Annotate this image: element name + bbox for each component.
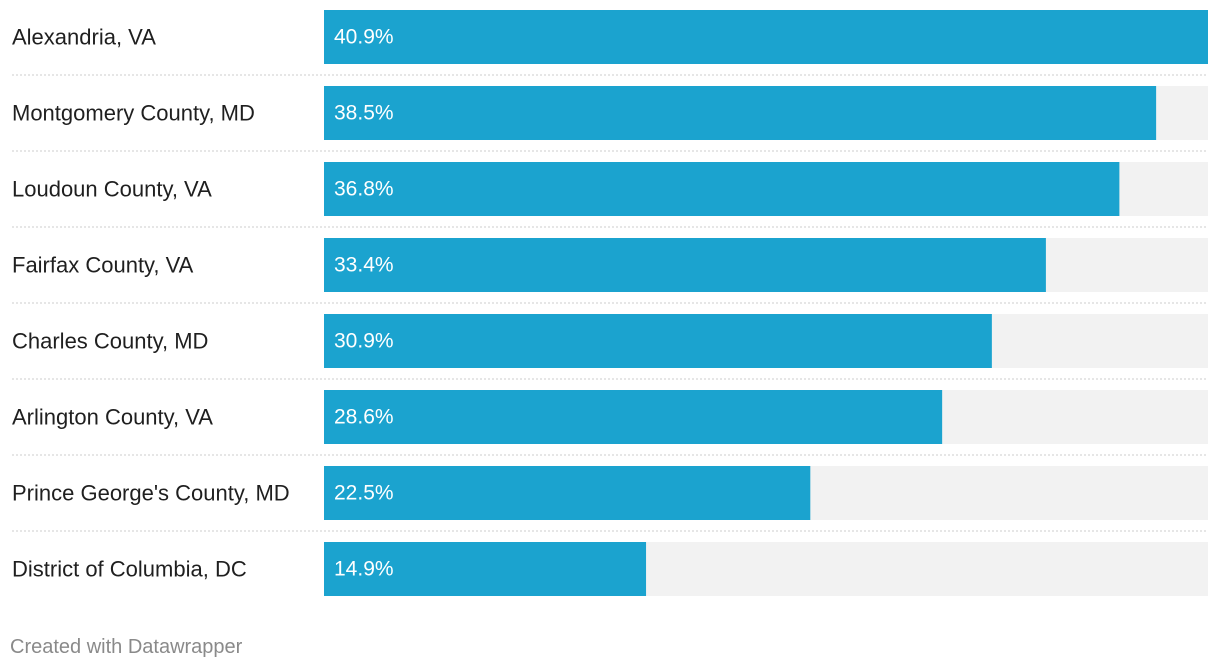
bar-row: Fairfax County, VA 33.4% — [12, 238, 1208, 304]
value-label: 22.5% — [334, 482, 394, 505]
bar-row: Loudoun County, VA 36.8% — [12, 162, 1208, 228]
value-label: 38.5% — [334, 102, 394, 125]
category-label: District of Columbia, DC — [12, 557, 247, 582]
category-label: Arlington County, VA — [12, 405, 213, 430]
bar — [324, 10, 1208, 64]
category-label: Fairfax County, VA — [12, 253, 194, 278]
category-label: Montgomery County, MD — [12, 101, 255, 126]
bar — [324, 162, 1120, 216]
value-label: 14.9% — [334, 558, 394, 581]
bar-row: Charles County, MD 30.9% — [12, 314, 1208, 380]
bar-row: Prince George's County, MD 22.5% — [12, 466, 1208, 532]
category-label: Alexandria, VA — [12, 25, 156, 50]
value-label: 40.9% — [334, 26, 394, 49]
value-label: 36.8% — [334, 178, 394, 201]
bar-row: Alexandria, VA 40.9% — [12, 10, 1208, 76]
category-label: Charles County, MD — [12, 329, 208, 354]
bar — [324, 86, 1157, 140]
category-label: Loudoun County, VA — [12, 177, 212, 202]
value-label: 28.6% — [334, 406, 394, 429]
bar-row: Arlington County, VA 28.6% — [12, 390, 1208, 456]
value-label: 30.9% — [334, 330, 394, 353]
bar — [324, 314, 992, 368]
bar-row: Montgomery County, MD 38.5% — [12, 86, 1208, 152]
bar — [324, 466, 811, 520]
bar — [324, 390, 943, 444]
bar-row: District of Columbia, DC 14.9% — [12, 542, 1208, 596]
bar-chart: Alexandria, VA 40.9% Montgomery County, MD… — [12, 10, 1208, 596]
bar — [324, 238, 1046, 292]
category-label: Prince George's County, MD — [12, 481, 290, 506]
value-label: 33.4% — [334, 254, 394, 277]
footer-credit: Created with Datawrapper — [10, 636, 243, 658]
bar — [324, 542, 647, 596]
